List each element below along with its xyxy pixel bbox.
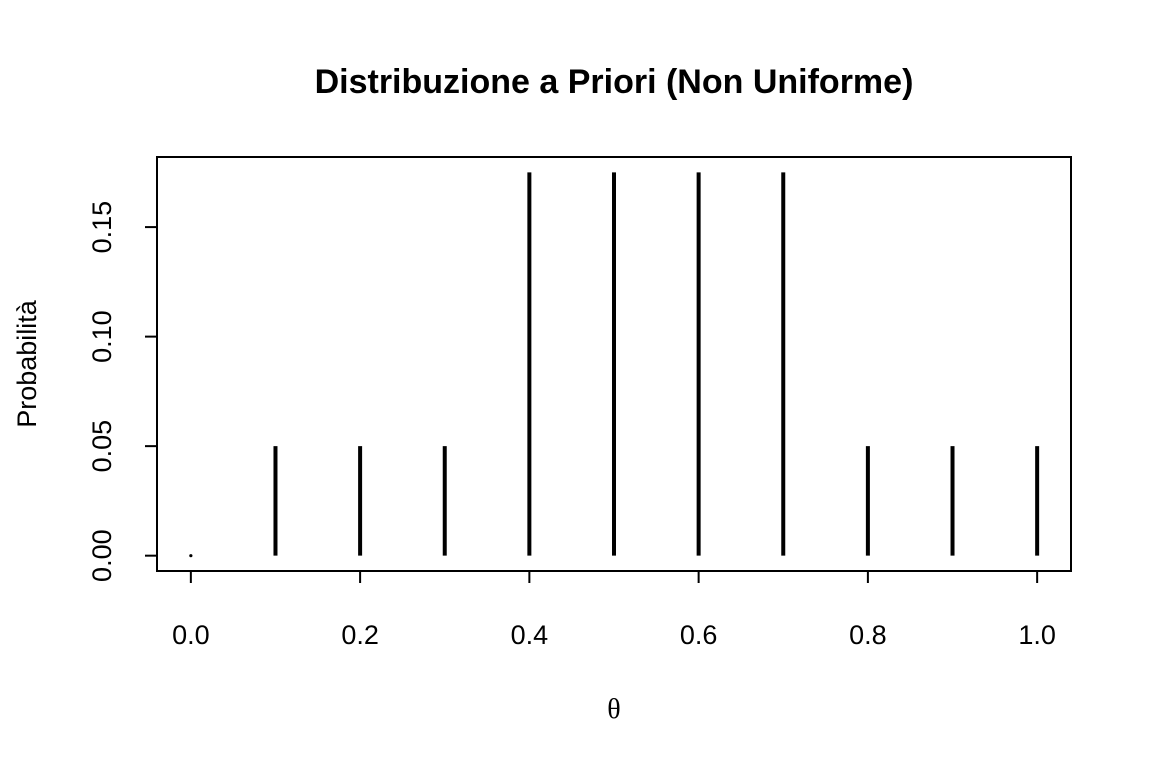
y-tick-label: 0.10: [87, 310, 117, 363]
chart-title: Distribuzione a Priori (Non Uniforme): [315, 63, 914, 101]
x-tick-label: 0.2: [341, 620, 379, 650]
bars: [189, 172, 1040, 558]
y-tick-label: 0.05: [87, 420, 117, 473]
x-tick-label: 1.0: [1018, 620, 1056, 650]
y-tick-label: 0.00: [87, 529, 117, 582]
y-axis: 0.00 0.05 0.10 0.15: [87, 201, 157, 582]
y-tick-label: 0.15: [87, 201, 117, 254]
plot-frame: [156, 156, 1072, 572]
y-axis-label: Probabilità: [12, 299, 42, 428]
x-axis: 0.0 0.2 0.4 0.6 0.8 1.0: [172, 571, 1056, 650]
x-axis-label: θ: [607, 694, 620, 725]
bar: [189, 554, 193, 558]
x-tick-label: 0.8: [849, 620, 887, 650]
x-tick-label: 0.0: [172, 620, 210, 650]
x-tick-label: 0.4: [511, 620, 549, 650]
x-tick-label: 0.6: [680, 620, 718, 650]
